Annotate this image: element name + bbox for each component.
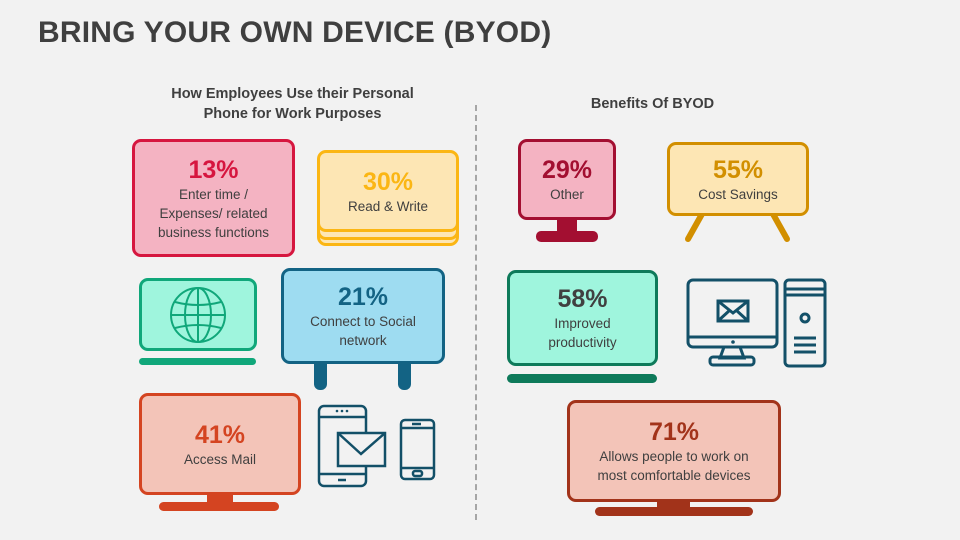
percentage: 71% [648,418,700,446]
desktop-computer-mail-icon [686,278,827,368]
card-read-write: 30% Read & Write [317,150,459,232]
smartphone-mail-icon [317,404,387,488]
label: Improved [554,316,611,331]
card-connect-social: 21% Connect to Social network [281,268,445,364]
page-title: BRING YOUR OWN DEVICE (BYOD) [38,16,552,49]
label: Other [550,187,584,202]
heading-line-1: How Employees Use their Personal [171,86,414,102]
label: business functions [157,224,270,240]
card-cost-savings: 55% Cost Savings [667,142,809,216]
monitor-neck [557,219,577,233]
label: productivity [548,335,617,350]
left-section-heading: How Employees Use their Personal Phone f… [150,84,435,124]
monitor-base [536,231,598,242]
percentage: 55% [712,155,764,184]
label: Enter time / [178,186,249,202]
label: Expenses/ related [159,205,268,221]
monitor-base [595,507,753,516]
right-section-heading: Benefits Of BYOD [590,96,715,112]
laptop-base [507,374,657,383]
card-improved-productivity: 58% Improved productivity [507,270,658,366]
smartphone-icon [399,418,436,481]
label: Connect to Social [310,314,416,329]
label: Read & Write [347,198,429,214]
percentage: 30% [362,167,414,196]
card-other: 29% Other [518,139,616,220]
card-work-comfortable-devices: 71% Allows people to work on most comfor… [567,400,781,502]
percentage: 13% [188,155,239,184]
label: Allows people to work on [599,449,749,464]
label: network [339,333,387,348]
section-divider [475,105,477,520]
easel-legs [685,211,790,242]
card-enter-time-expenses: 13% Enter time / Expenses/ related busin… [132,139,295,257]
billboard-leg [314,362,327,390]
monitor-neck [657,500,690,510]
globe-icon [170,287,226,343]
billboard-leg [398,362,411,390]
heading-line-2: Phone for Work Purposes [203,106,382,122]
percentage: 41% [194,420,246,449]
label: Cost Savings [698,186,778,202]
monitor-base [159,502,279,511]
percentage: 29% [541,156,593,184]
monitor-neck [207,494,233,504]
percentage: 21% [337,283,389,311]
laptop-base [139,358,256,365]
percentage: 58% [557,285,608,313]
card-access-mail: 41% Access Mail [139,393,301,495]
label: most comfortable devices [597,468,751,483]
label: Access Mail [183,451,256,467]
